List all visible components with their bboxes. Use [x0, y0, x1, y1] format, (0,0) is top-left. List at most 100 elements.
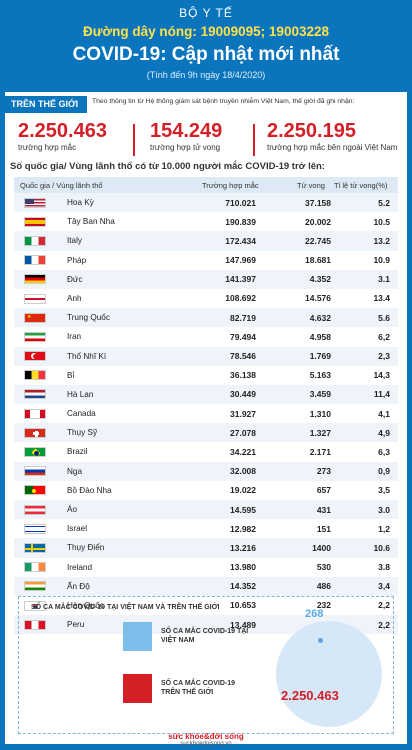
content-card: TRÊN THẾ GIỚI Theo thông tin từ Hệ thống…	[5, 92, 407, 747]
table-row: Áo 14.595 431 3.0	[14, 500, 398, 520]
cases-value: 13.216	[230, 542, 256, 553]
table-row: Hà Lan 30.449 3.459 11,4	[14, 384, 398, 405]
flag-it-icon	[24, 235, 46, 246]
country-name: Ấn Độ	[67, 581, 90, 591]
country-name: Brazil	[67, 447, 88, 457]
table-title: Số quốc gia/ Vùng lãnh thổ có từ 10.000 …	[10, 161, 325, 172]
cases-value: 19.022	[230, 485, 256, 496]
rate-value: 0,9	[378, 466, 390, 477]
rate-value: 4,9	[378, 427, 390, 438]
rate-value: 3,4	[378, 581, 390, 592]
page-subtitle: (Tính đến 9h ngày 18/4/2020)	[146, 70, 266, 80]
vn-cases-dot	[318, 638, 323, 643]
footer: sức khỏe&đời sống suckhoedoisong.vn	[5, 732, 407, 747]
deaths-value: 486	[316, 581, 331, 592]
cases-value: 13.980	[230, 562, 256, 573]
cases-value: 147.969	[225, 255, 256, 266]
cases-value: 79.494	[230, 331, 256, 342]
rate-value: 2,2	[378, 619, 390, 630]
rate-value: 11,4	[373, 389, 390, 400]
world-tag: TRÊN THẾ GIỚI	[5, 96, 87, 113]
flag-pe-icon	[24, 619, 46, 630]
cases-value: 12.982	[230, 523, 256, 534]
country-table: Quốc gia / Vùng lãnh thổ Trường hợp mắc …	[14, 177, 398, 635]
flag-nl-icon	[24, 389, 46, 400]
header-country: Quốc gia / Vùng lãnh thổ	[20, 181, 103, 190]
publisher-url: suckhoedoisong.vn	[180, 741, 232, 747]
legend-label-world: SỐ CA MẮC COVID-19 TRÊN THẾ GIỚI	[161, 680, 236, 696]
country-name: Áo	[67, 505, 78, 514]
table-row: Đức 141.397 4.352 3.1	[14, 269, 398, 289]
rate-value: 5.2	[378, 197, 390, 208]
deaths-value: 4.632	[309, 312, 331, 323]
stat-value: 2.250.463	[18, 120, 107, 142]
flag-es-icon	[24, 216, 46, 227]
country-name: Peru	[67, 620, 85, 630]
deaths-value: 14.576	[305, 293, 331, 304]
table-row: Nga 32.008 273 0,9	[14, 461, 398, 481]
flag-ru-icon	[24, 466, 46, 477]
deaths-value: 4.958	[309, 331, 331, 342]
world-intro: Theo thông tin từ Hệ thống giám sát bệnh…	[92, 98, 355, 105]
world-cases-value: 2.250.463	[281, 688, 339, 703]
stat-value: 2.250.195	[267, 120, 356, 142]
country-name: Hà Lan	[67, 389, 94, 399]
table-row: Anh 108.692 14.576 13.4	[14, 289, 398, 308]
table-row: Thổ Nhĩ Kì 78.546 1.769 2,3	[14, 346, 398, 366]
deaths-value: 22.745	[305, 235, 331, 246]
flag-kr-icon	[24, 600, 46, 611]
rate-value: 3.0	[378, 504, 390, 515]
legend-label-vn: SỐ CA MẮC COVID-19 TẠI VIỆT NAM	[161, 628, 249, 644]
cases-value: 13.489	[230, 619, 256, 630]
rate-value: 5.6	[378, 312, 390, 323]
cases-value: 27.078	[230, 427, 256, 438]
cases-value: 14.595	[230, 504, 256, 515]
deaths-value: 20.002	[305, 216, 331, 227]
stat-value: 154.249	[150, 120, 223, 142]
cases-value: 172.434	[225, 235, 256, 246]
country-name: Bỉ	[67, 370, 75, 380]
flag-ie-icon	[24, 562, 46, 573]
country-name: Tây Ban Nha	[67, 217, 115, 227]
country-name: Thụy Điển	[67, 543, 105, 553]
flag-cn-icon: ★	[24, 312, 46, 323]
stat-label: trường hợp mắc bên ngoài Việt Nam	[267, 143, 398, 152]
rate-value: 6,2	[378, 331, 390, 342]
page-title: COVID-19: Cập nhật mới nhất	[72, 44, 340, 65]
deaths-value: 530	[316, 562, 331, 573]
country-name: Thụy Sỹ	[67, 428, 98, 438]
ministry-name: BỘ Y TẾ	[179, 6, 233, 20]
header: BỘ Y TẾ Đường dây nóng: 19009095; 190032…	[0, 0, 412, 92]
deaths-value: 1.310	[309, 408, 331, 419]
flag-de-icon	[24, 274, 46, 285]
flag-tr-icon	[24, 351, 46, 362]
cases-value: 36.138	[230, 370, 256, 381]
table-row: Italy 172.434 22.745 13.2	[14, 231, 398, 251]
rate-value: 6,3	[378, 446, 390, 457]
rate-value: 10.6	[373, 542, 390, 553]
hotline: Đường dây nóng: 19009095; 19003228	[83, 24, 329, 39]
table-row: Canada 31.927 1.310 4,1	[14, 404, 398, 423]
deaths-value: 273	[316, 466, 331, 477]
country-name: Trung Quốc	[67, 313, 110, 323]
comparison-title: SỐ CA MẮC COVID-19 TẠI VIỆT NAM VÀ TRÊN …	[31, 604, 220, 611]
cases-value: 10.653	[230, 600, 256, 611]
rate-value: 10.5	[373, 216, 390, 227]
country-name: Ireland	[67, 562, 93, 572]
table-row: Iran 79.494 4.958 6,2	[14, 327, 398, 346]
flag-il-icon	[24, 523, 46, 534]
publisher-logo: sức khỏe&đời sống	[168, 732, 244, 741]
deaths-value: 232	[316, 600, 331, 611]
table-row: Tây Ban Nha 190.839 20.002 10.5	[14, 212, 398, 231]
cases-value: 30.449	[230, 389, 256, 400]
table-row: Hoa Kỳ 710.021 37.158 5.2	[14, 193, 398, 213]
country-name: Canada	[67, 409, 96, 419]
deaths-value: 37.158	[305, 197, 331, 208]
divider	[253, 124, 255, 156]
flag-at-icon	[24, 504, 46, 515]
rate-value: 3,5	[378, 485, 390, 496]
deaths-value: 431	[316, 504, 331, 515]
cases-value: 141.397	[225, 274, 256, 285]
flag-ch-icon	[24, 427, 46, 438]
divider	[133, 124, 135, 156]
